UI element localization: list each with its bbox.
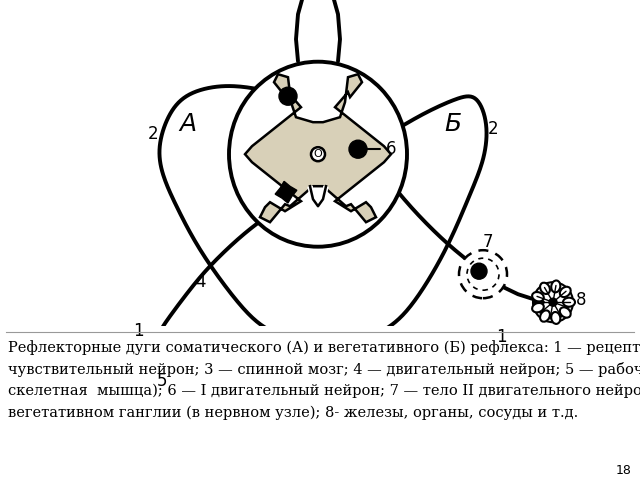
Ellipse shape: [551, 280, 561, 292]
Text: Рефлекторные дуги соматического (А) и вегетативного (Б) рефлекса: 1 — рецептор; : Рефлекторные дуги соматического (А) и ве…: [8, 340, 640, 355]
Ellipse shape: [560, 287, 571, 297]
Text: скелетная  мышца); 6 — I двигательный нейрон; 7 — тело II двигательного нейрона : скелетная мышца); 6 — I двигательный ней…: [8, 384, 640, 398]
Text: 1: 1: [132, 322, 143, 340]
Text: О: О: [314, 149, 323, 159]
Text: Б: Б: [444, 112, 461, 136]
Circle shape: [467, 258, 499, 290]
Ellipse shape: [551, 312, 561, 324]
Text: 7: 7: [483, 233, 493, 251]
Ellipse shape: [563, 298, 575, 307]
Ellipse shape: [540, 311, 550, 322]
Ellipse shape: [560, 307, 571, 318]
Text: 8: 8: [576, 291, 586, 309]
Text: 6: 6: [386, 140, 397, 158]
Ellipse shape: [473, 342, 489, 362]
Ellipse shape: [229, 62, 407, 247]
Ellipse shape: [532, 292, 544, 301]
Circle shape: [549, 298, 557, 306]
Circle shape: [279, 87, 297, 105]
Ellipse shape: [532, 303, 544, 312]
Text: чувствительный нейрон; 3 — спинной мозг; 4 — двигательный нейрон; 5 — рабочий ор: чувствительный нейрон; 3 — спинной мозг;…: [8, 362, 640, 377]
Polygon shape: [245, 74, 391, 222]
Circle shape: [471, 263, 487, 279]
Bar: [142, 334, 178, 374]
Text: 18: 18: [616, 464, 632, 477]
Text: 1: 1: [496, 328, 506, 346]
Text: вегетативном ганглии (в нервном узле); 8- железы, органы, сосуды и т.д.: вегетативном ганглии (в нервном узле); 8…: [8, 406, 579, 420]
Text: 2: 2: [488, 120, 499, 138]
Text: 5: 5: [157, 372, 167, 390]
Circle shape: [459, 250, 507, 298]
Ellipse shape: [147, 339, 163, 360]
Text: А: А: [179, 112, 196, 136]
Ellipse shape: [540, 283, 550, 294]
Text: 4: 4: [195, 273, 205, 291]
Circle shape: [311, 147, 325, 161]
Text: 2: 2: [148, 125, 158, 143]
Polygon shape: [275, 181, 297, 203]
Circle shape: [349, 140, 367, 158]
